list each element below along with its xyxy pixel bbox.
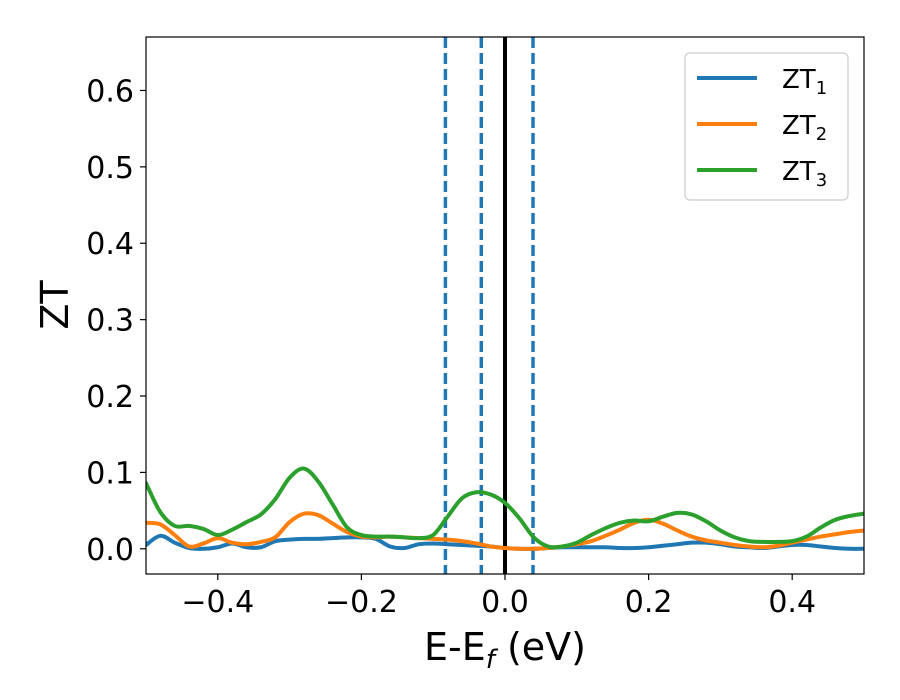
y-tick-label: 0.1	[86, 456, 134, 491]
y-tick-label: 0.5	[86, 151, 134, 186]
x-axis-label-main: E-E	[424, 625, 486, 669]
x-tick-label: −0.4	[181, 585, 254, 620]
y-tick-label: 0.3	[86, 304, 134, 339]
x-axis-label: E-Ef (eV)	[424, 625, 586, 675]
y-tick-label: 0.2	[86, 380, 134, 415]
x-tick-label: −0.2	[325, 585, 398, 620]
x-axis-label-unit: (eV)	[495, 625, 586, 669]
vertical-lines	[443, 37, 535, 574]
x-tick-label: 0.0	[481, 585, 529, 620]
x-axis: −0.4 −0.2 0.0 0.2 0.4	[181, 574, 816, 620]
legend: ZT1 ZT2 ZT3	[684, 52, 849, 201]
series-line-3	[146, 466, 864, 550]
y-axis-label: ZT	[33, 280, 77, 330]
legend-box	[684, 52, 849, 201]
series-lines	[146, 466, 864, 551]
legend-label-1: ZT1	[782, 65, 827, 99]
x-tick-label: 0.4	[768, 585, 816, 620]
y-tick-label: 0.4	[86, 227, 134, 262]
legend-label-2: ZT2	[782, 111, 827, 145]
legend-label-3: ZT3	[782, 157, 827, 191]
series-line-2	[146, 511, 864, 551]
y-tick-label: 0.6	[86, 74, 134, 109]
y-axis: 0.0 0.1 0.2 0.3 0.4 0.5 0.6	[86, 74, 146, 568]
x-tick-label: 0.2	[625, 585, 673, 620]
y-tick-label: 0.0	[86, 533, 134, 568]
